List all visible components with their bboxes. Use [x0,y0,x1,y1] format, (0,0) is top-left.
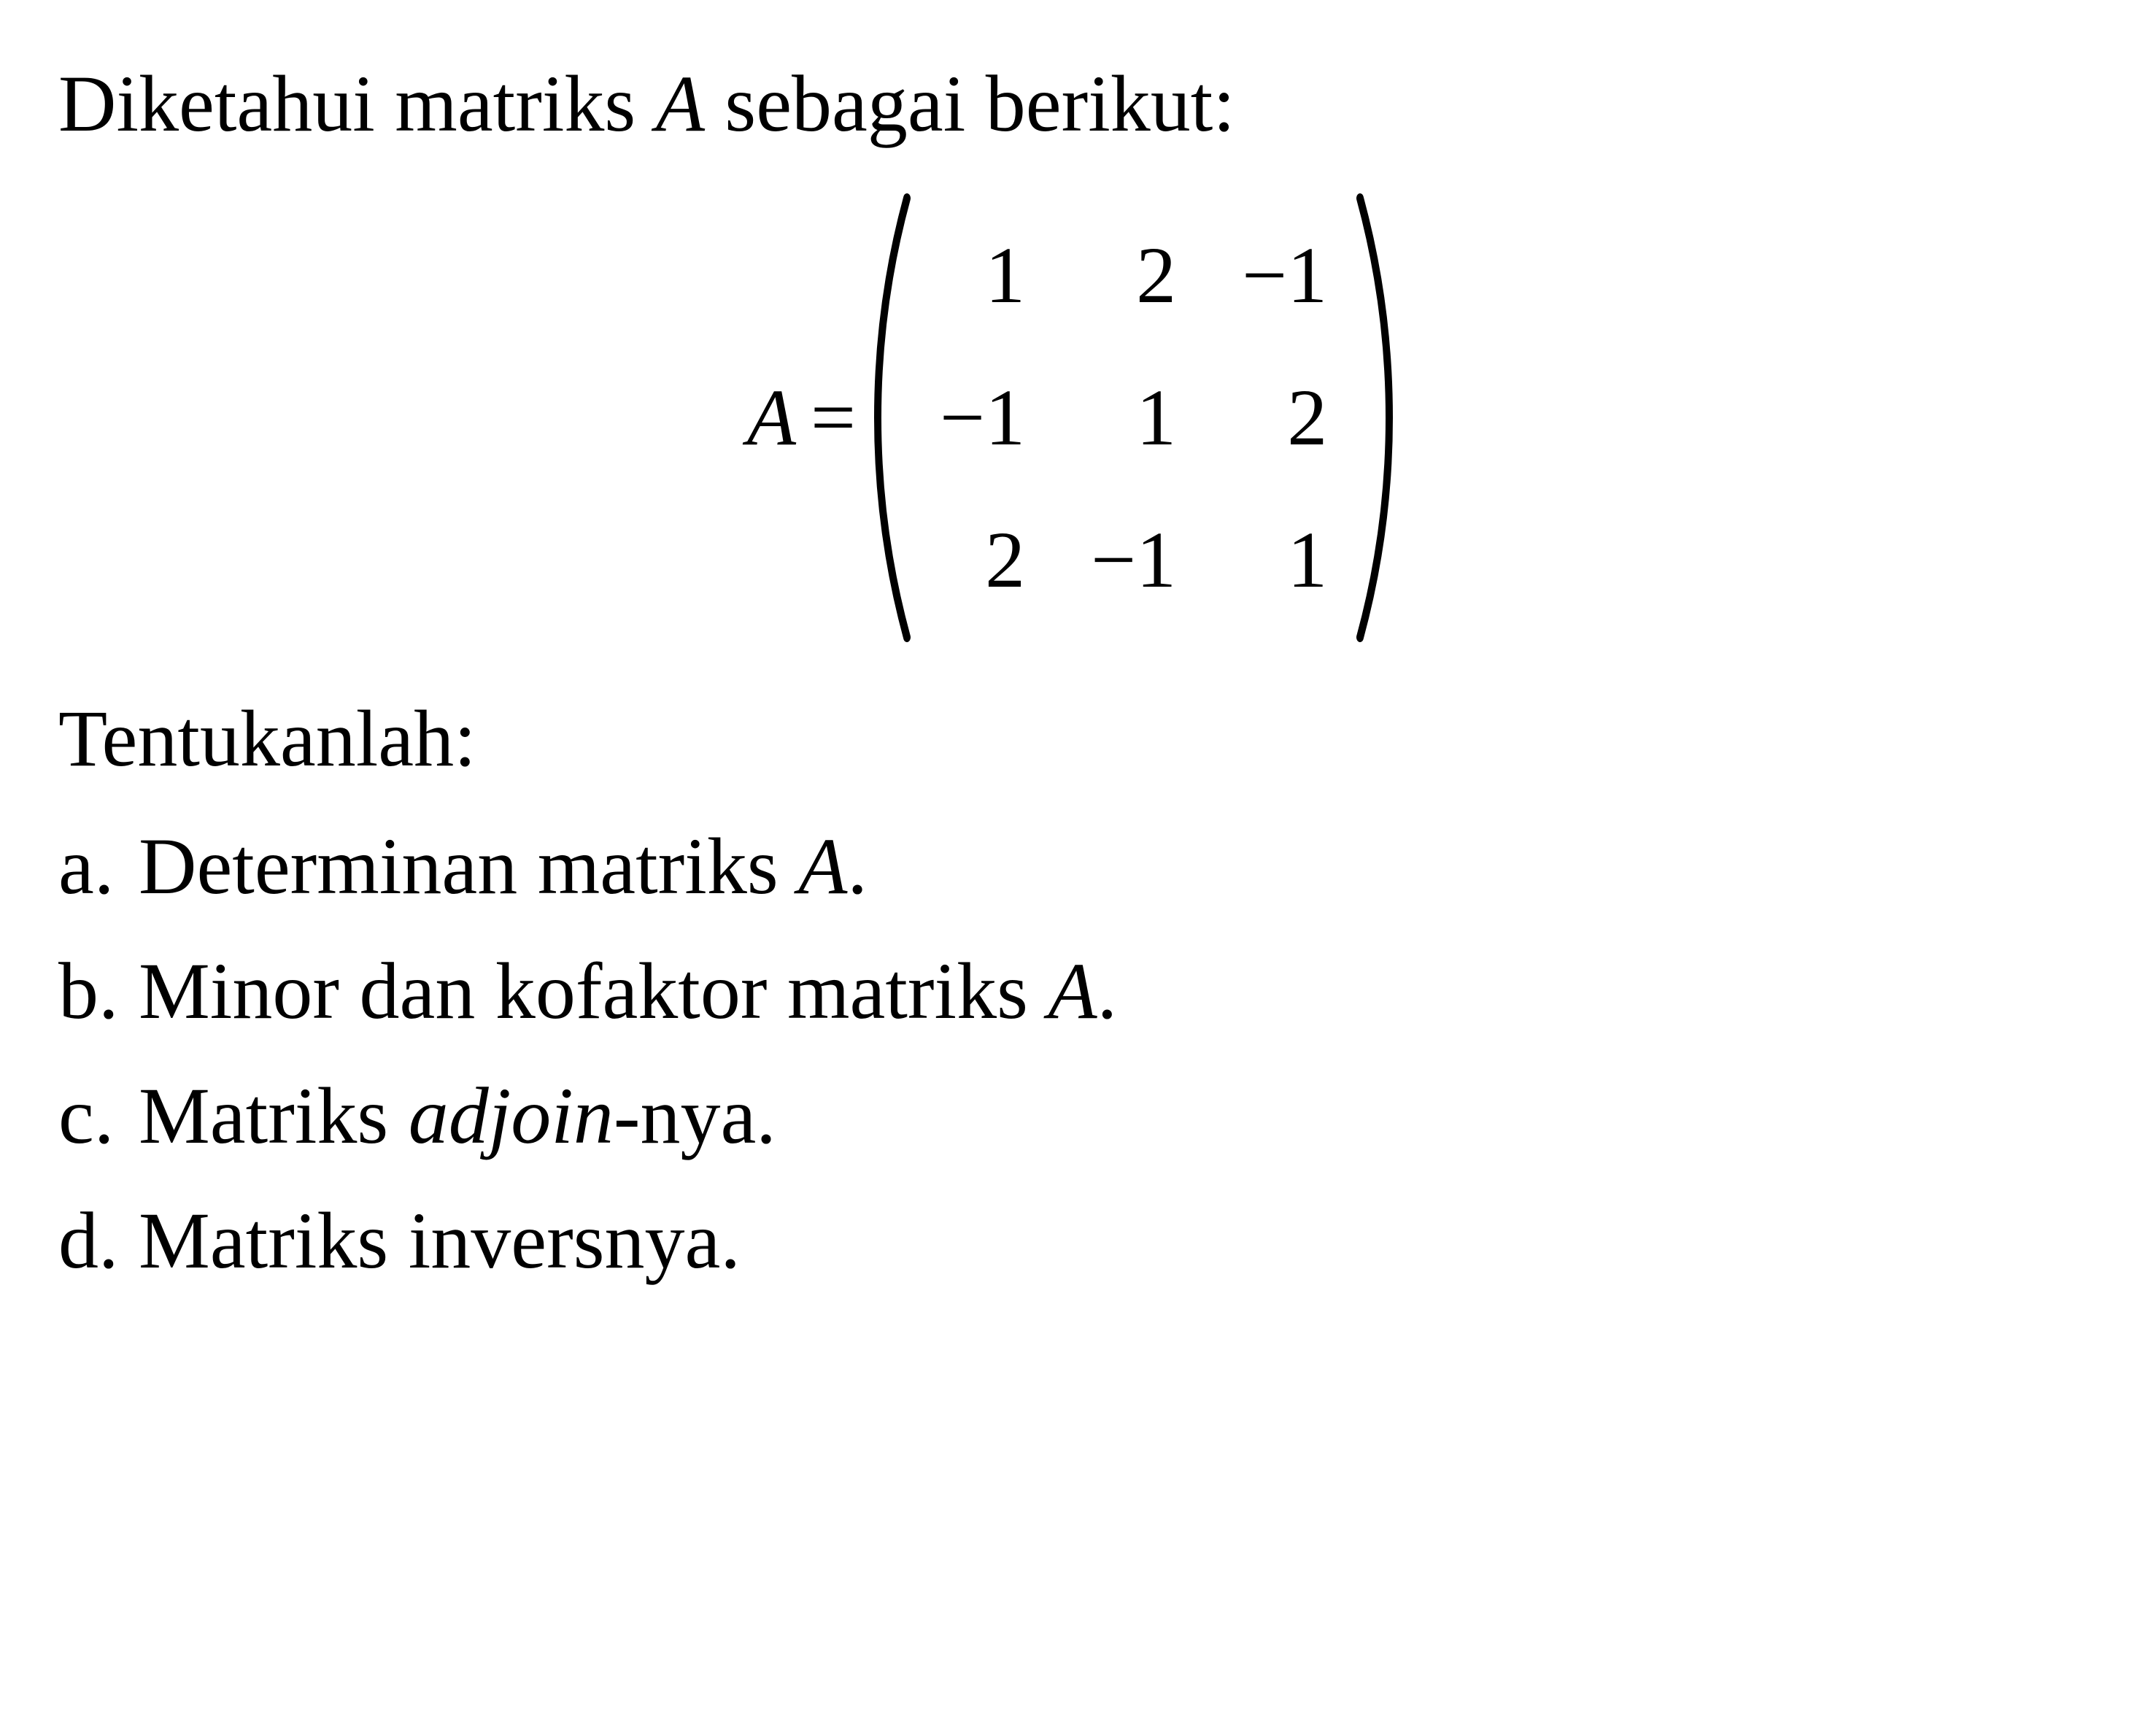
matrix-cell: 1 [1091,358,1176,478]
list-text: Matriks adjoin-nya. [139,1056,2082,1176]
matrix-equation: A = 1 2 −1 −1 1 2 2 −1 1 [58,193,2082,642]
list-item: a. Determinan matriks A. [58,806,2082,927]
list-text: Matriks inversnya. [139,1181,2082,1301]
text-part-italic: adjoin [409,1071,614,1160]
matrix-cell: 1 [1242,500,1327,620]
matrix-cell: 2 [1091,215,1176,336]
intro-line: Diketahui matriks A sebagai berikut: [58,44,2082,164]
list-item: b. Minor dan kofaktor matriks A. [58,931,2082,1052]
matrix-cell: −1 [1091,500,1176,620]
intro-var: A [656,59,705,148]
text-part: . [1097,946,1118,1035]
list-letter: c. [58,1056,139,1176]
list-item: d. Matriks inversnya. [58,1181,2082,1301]
list-item: c. Matriks adjoin-nya. [58,1056,2082,1176]
matrix-cell: 2 [1242,358,1327,478]
question-list: a. Determinan matriks A. b. Minor dan ko… [58,806,2082,1301]
intro-prefix: Diketahui matriks [58,59,656,148]
matrix-body: 1 2 −1 −1 1 2 2 −1 1 [911,193,1356,642]
right-paren-icon [1356,193,1393,642]
text-part: Matriks [139,1071,409,1160]
text-part: Minor dan kofaktor matriks [139,946,1048,1035]
left-paren-icon [874,193,911,642]
list-text: Minor dan kofaktor matriks A. [139,931,2082,1052]
intro-suffix: sebagai berikut: [705,59,1235,148]
matrix: 1 2 −1 −1 1 2 2 −1 1 [874,193,1393,642]
equation-lhs: A [747,358,796,478]
text-part: Matriks inversnya. [139,1196,741,1285]
matrix-cell: −1 [1242,215,1327,336]
matrix-cell: 2 [940,500,1025,620]
matrix-cell: −1 [940,358,1025,478]
list-text: Determinan matriks A. [139,806,2082,927]
equation-equals: = [811,358,856,478]
list-letter: b. [58,931,139,1052]
text-part-italic: A [798,822,847,911]
text-part-italic: A [1048,946,1097,1035]
text-part: . [847,822,868,911]
list-letter: a. [58,806,139,927]
list-letter: d. [58,1181,139,1301]
prompt-label: Tentukanlah: [58,679,2082,799]
text-part: Determinan matriks [139,822,798,911]
text-part: -nya. [614,1071,776,1160]
matrix-cell: 1 [940,215,1025,336]
